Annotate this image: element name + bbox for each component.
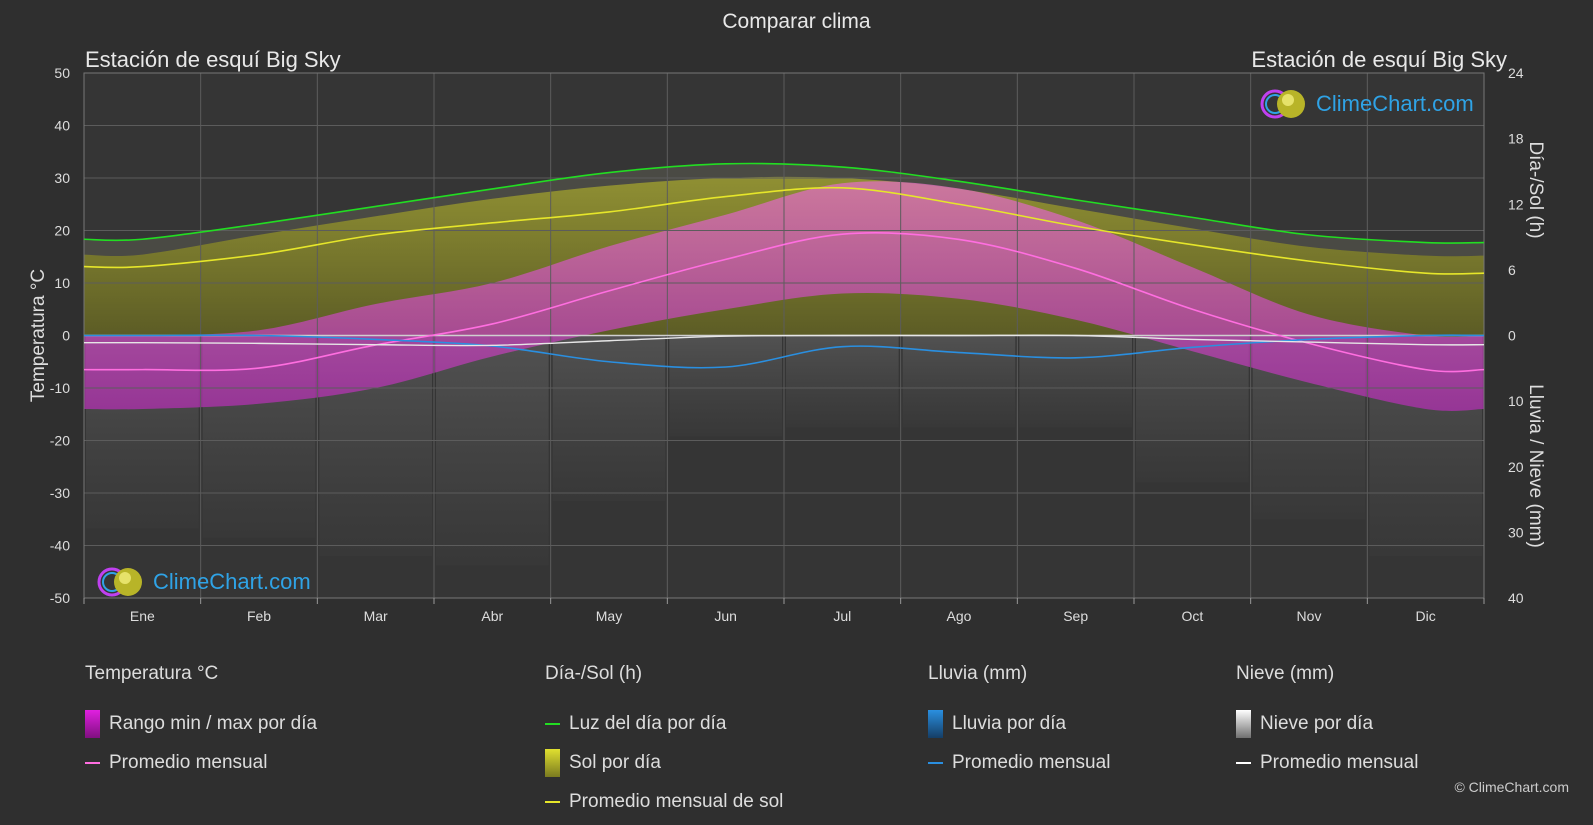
y-axis-title-left: Temperatura °C <box>28 269 49 402</box>
y-tick-label-left: 50 <box>54 65 70 81</box>
y-tick-label-left: -50 <box>50 590 70 606</box>
legend-item: Luz del día por día <box>545 704 783 743</box>
legend-heading: Día-/Sol (h) <box>545 663 643 684</box>
location-left: Estación de esquí Big Sky <box>85 47 341 72</box>
y-tick-label-right-precip: 30 <box>1508 524 1524 540</box>
legend-label: Promedio mensual <box>1260 751 1419 773</box>
legend-heading: Nieve (mm) <box>1236 663 1335 684</box>
x-tick-label: Jul <box>833 608 851 624</box>
x-tick-label: Sep <box>1063 608 1088 624</box>
x-tick-label: Abr <box>481 608 503 624</box>
legend-item: Promedio mensual <box>1236 743 1418 782</box>
legend-swatch <box>928 761 943 764</box>
y-tick-label-left: 20 <box>54 223 70 239</box>
legend-heading: Lluvia (mm) <box>928 663 1028 684</box>
copyright: © ClimeChart.com <box>1454 779 1569 795</box>
precip-bar <box>902 335 1016 428</box>
legend-snow: Nieve (mm) Nieve por día Promedio mensua… <box>1236 663 1418 782</box>
y-tick-label-right-hours: 12 <box>1508 196 1524 212</box>
legend-daylight: Día-/Sol (h) Luz del día por día Sol por… <box>545 663 783 821</box>
legend-label: Rango min / max por día <box>109 712 318 734</box>
legend-item: Promedio mensual <box>928 743 1110 782</box>
legend-label: Luz del día por día <box>569 712 727 734</box>
x-tick-label: Feb <box>247 608 271 624</box>
legend-label: Promedio mensual <box>109 751 268 773</box>
x-tick-label: Oct <box>1181 608 1203 624</box>
legend-heading: Temperatura °C <box>85 663 219 684</box>
legend-label: Promedio mensual <box>952 751 1111 773</box>
y-tick-label-left: -30 <box>50 485 70 501</box>
x-tick-label: Nov <box>1297 608 1322 624</box>
legend-item: Promedio mensual de sol <box>545 782 783 821</box>
legend-item: Promedio mensual <box>85 743 317 782</box>
legend-item: Nieve por día <box>1236 704 1418 743</box>
watermark-top: ClimeChart.com <box>1258 87 1474 121</box>
legend-swatch <box>545 722 560 725</box>
legend-item: Lluvia por día <box>928 704 1110 743</box>
x-tick-label: Mar <box>364 608 388 624</box>
climechart-logo-icon <box>1260 89 1305 119</box>
daylight-line <box>83 162 1485 244</box>
climechart-logo-icon <box>97 567 142 597</box>
y-tick-label-right-hours: 18 <box>1508 131 1524 147</box>
y-tick-label-right-precip: 40 <box>1508 590 1524 606</box>
y-tick-label-right-hours: 6 <box>1508 262 1516 278</box>
legend-swatch <box>545 800 560 803</box>
x-tick-label: Dic <box>1416 608 1436 624</box>
y-tick-label-right-hours: 0 <box>1508 328 1516 344</box>
precip-bar <box>1019 335 1132 428</box>
legend-item: Rango min / max por día <box>85 704 317 743</box>
location-right: Estación de esquí Big Sky <box>1251 47 1507 72</box>
y-tick-label-right-precip: 10 <box>1508 393 1524 409</box>
y-tick-label-left: 0 <box>62 328 70 344</box>
y-tick-label-right-hours: 24 <box>1508 65 1524 81</box>
legend-swatch <box>1236 761 1251 764</box>
y-axis-title-right-hours: Día-/Sol (h) <box>1525 141 1546 238</box>
watermark-bottom: ClimeChart.com <box>95 565 311 599</box>
legend-label: Sol por día <box>569 751 661 773</box>
legend-temperature: Temperatura °C Rango min / max por día P… <box>85 663 317 782</box>
sunshine-avg-line <box>83 186 1485 275</box>
legend-swatch <box>545 748 560 777</box>
temperature-avg-line <box>83 231 1485 373</box>
y-tick-label-left: -10 <box>50 380 70 396</box>
y-tick-label-right-precip: 20 <box>1508 459 1524 475</box>
legend-item: Sol por día <box>545 743 783 782</box>
precip-bar <box>436 335 549 566</box>
x-tick-label: May <box>596 608 622 624</box>
legend-swatch <box>85 761 100 764</box>
x-tick-label: Ago <box>947 608 972 624</box>
chart-title: Comparar clima <box>722 10 871 33</box>
x-tick-label: Jun <box>714 608 737 624</box>
legend-label: Nieve por día <box>1260 712 1374 734</box>
legend-label: Promedio mensual de sol <box>569 790 784 812</box>
watermark-text: ClimeChart.com <box>153 569 311 594</box>
watermark-text: ClimeChart.com <box>1316 91 1474 116</box>
legend-swatch <box>1236 709 1251 738</box>
legend-label: Lluvia por día <box>952 712 1067 734</box>
legend-swatch <box>85 709 100 738</box>
precip-bar <box>669 335 782 437</box>
y-axis-title-right-precip: Lluvia / Nieve (mm) <box>1525 384 1546 548</box>
x-tick-label: Ene <box>130 608 155 624</box>
y-tick-label-left: -40 <box>50 538 70 554</box>
y-tick-label-left: 40 <box>54 118 70 134</box>
y-tick-label-left: -20 <box>50 433 70 449</box>
legend-rain: Lluvia (mm) Lluvia por día Promedio mens… <box>928 663 1110 782</box>
y-tick-label-left: 10 <box>54 275 70 291</box>
snow-avg-line <box>83 334 1485 347</box>
y-tick-label-left: 30 <box>54 170 70 186</box>
precip-bar <box>786 335 899 428</box>
legend-swatch <box>928 709 943 738</box>
precip-bar <box>552 335 666 501</box>
